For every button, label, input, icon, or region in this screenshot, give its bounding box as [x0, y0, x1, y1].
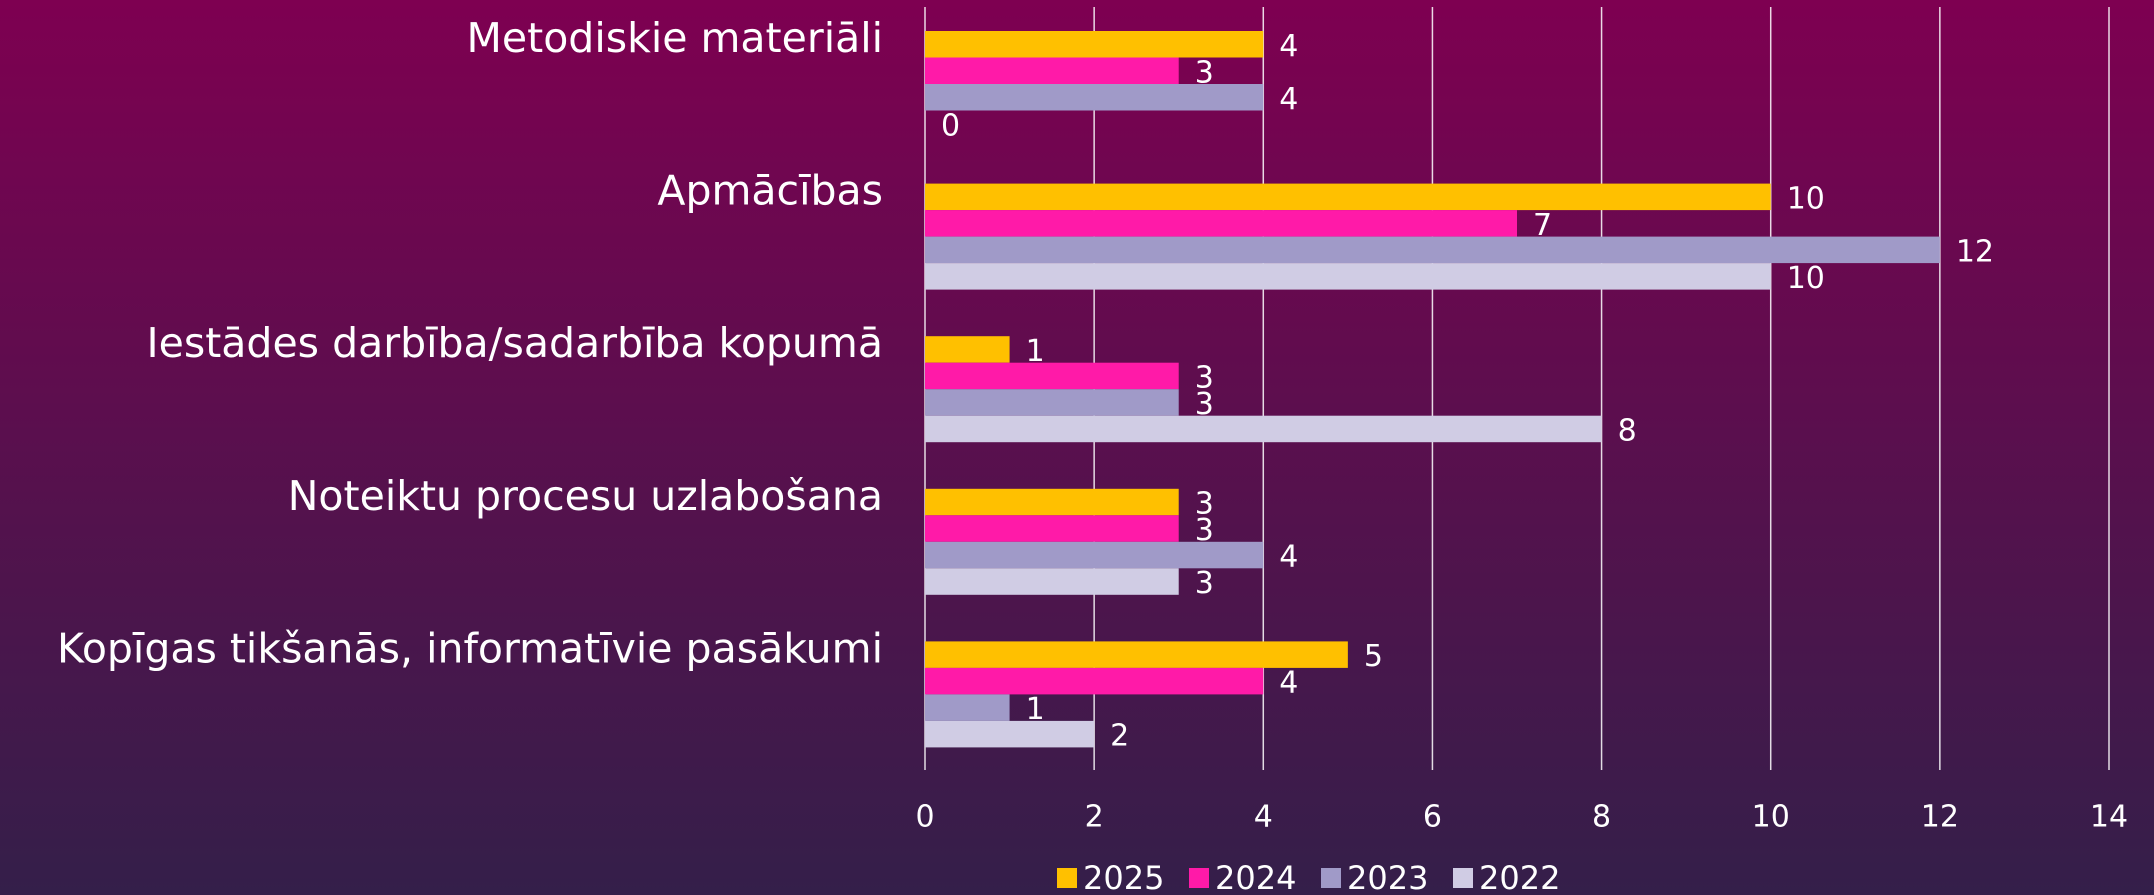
legend-swatch: [1453, 868, 1473, 888]
bar: [925, 336, 1010, 363]
legend-label: 2023: [1347, 859, 1428, 895]
x-tick-label: 2: [1085, 800, 1104, 835]
data-label: 3: [1195, 360, 1214, 395]
data-label: 4: [1279, 666, 1298, 701]
category-label: Metodiskie materiāli: [467, 14, 883, 62]
data-label: 4: [1279, 82, 1298, 117]
bar: [925, 263, 1771, 290]
bar: [925, 210, 1517, 237]
x-tick-label: 6: [1423, 800, 1442, 835]
legend-swatch: [1189, 868, 1209, 888]
data-label: 1: [1026, 692, 1045, 727]
data-label: 5: [1364, 639, 1383, 674]
bar: [925, 641, 1348, 668]
bar: [925, 389, 1179, 416]
data-label: 4: [1279, 29, 1298, 64]
bar: [925, 57, 1179, 84]
bar: [925, 362, 1179, 390]
bar: [925, 183, 1771, 211]
legend-label: 2024: [1215, 859, 1296, 895]
data-label: 3: [1195, 55, 1214, 90]
category-label: Noteiktu procesu uzlabošana: [288, 472, 883, 520]
bar: [925, 415, 1602, 443]
data-label: 4: [1279, 540, 1298, 575]
legend-swatch: [1057, 868, 1077, 888]
data-label: 1: [1026, 334, 1045, 369]
x-tick-label: 4: [1254, 800, 1273, 835]
data-label: 3: [1195, 387, 1214, 422]
data-label: 10: [1787, 181, 1825, 216]
data-label: 10: [1787, 261, 1825, 296]
data-label: 2: [1110, 719, 1129, 754]
bar: [925, 541, 1264, 569]
bar: [925, 568, 1179, 595]
bar: [925, 667, 1264, 695]
data-label: 3: [1195, 487, 1214, 522]
data-label: 7: [1533, 208, 1552, 243]
x-tick-label: 0: [915, 800, 934, 835]
legend-label: 2022: [1479, 859, 1560, 895]
data-label: 8: [1618, 413, 1637, 448]
bar: [925, 488, 1179, 516]
category-label: Iestādes darbība/sadarbība kopumā: [147, 319, 883, 367]
bar: [925, 31, 1264, 58]
legend-swatch: [1321, 868, 1341, 888]
category-label: Kopīgas tikšanās, informatīvie pasākumi: [57, 624, 883, 672]
category-label: Apmācības: [657, 167, 883, 215]
x-tick-label: 12: [1921, 800, 1959, 835]
x-tick-label: 14: [2090, 800, 2128, 835]
x-tick-label: 8: [1592, 800, 1611, 835]
x-tick-label: 10: [1752, 800, 1790, 835]
data-label: 3: [1195, 513, 1214, 548]
legend-label: 2025: [1083, 859, 1164, 895]
bar: [925, 84, 1264, 111]
bar: [925, 720, 1095, 748]
bar: [925, 236, 1940, 264]
data-label: 3: [1195, 566, 1214, 601]
bar: [925, 694, 1010, 721]
data-label: 12: [1956, 234, 1994, 269]
bar: [925, 515, 1179, 542]
data-label: 0: [941, 108, 960, 143]
